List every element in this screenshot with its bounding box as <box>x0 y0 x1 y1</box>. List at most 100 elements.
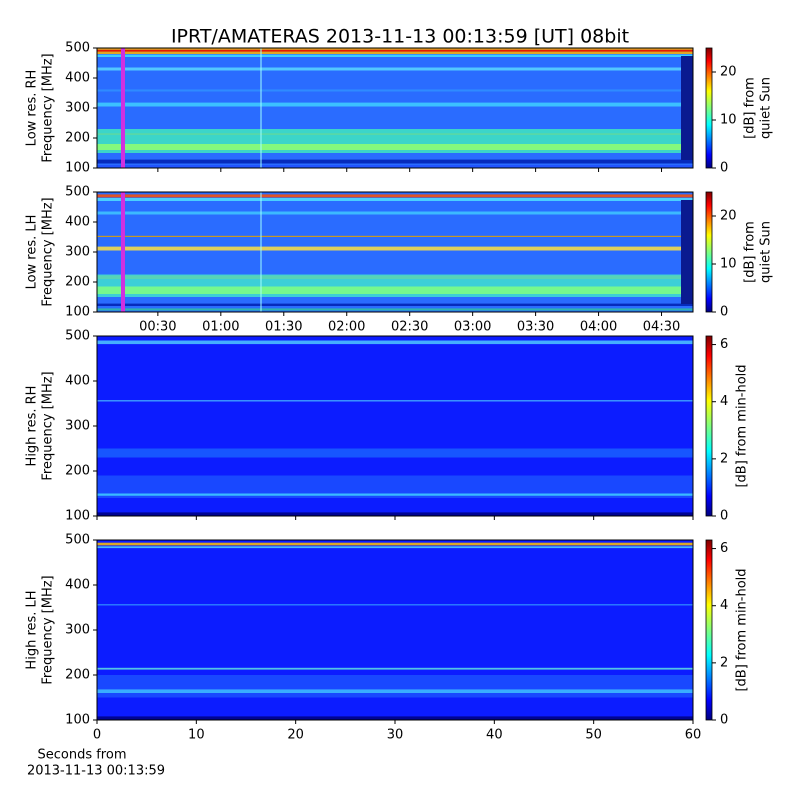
y-tick-label: 500 <box>65 185 90 200</box>
y-tick-label: 500 <box>65 41 90 56</box>
interference-column <box>121 192 125 312</box>
y-tick-label: 100 <box>65 161 90 176</box>
spectrogram-band <box>97 303 693 306</box>
spectrogram-band <box>97 198 693 201</box>
x-tick-label: 04:30 <box>643 320 680 335</box>
y-axis-label: Frequency [MHz] <box>41 575 56 684</box>
colorbar-tick-label: 10 <box>720 113 737 128</box>
y-tick-label: 400 <box>65 578 90 593</box>
spectrogram-band <box>97 493 693 496</box>
spectrogram-band <box>97 102 693 107</box>
x-tick-label: 10 <box>188 728 205 743</box>
colorbar <box>705 191 713 313</box>
y-axis-label: Low res. RH <box>25 70 40 147</box>
spectrogram-band <box>97 546 693 549</box>
interference-column <box>121 48 125 168</box>
colorbar-tick-label: 20 <box>720 65 737 80</box>
x-tick-label: 20 <box>287 728 304 743</box>
x-tick-label: 01:30 <box>265 320 302 335</box>
x-tick-label: 03:30 <box>517 320 554 335</box>
colorbar-label: [dB] from <box>743 221 758 283</box>
colorbar-label: [dB] from min-hold <box>735 364 750 487</box>
colorbar-label: [dB] from <box>743 77 758 139</box>
spectrogram-band <box>97 675 693 698</box>
colorbar-tick-label: 0 <box>720 305 728 320</box>
x-tick-label: 02:00 <box>328 320 365 335</box>
y-tick-label: 400 <box>65 215 90 230</box>
spectrogram-band <box>97 667 693 670</box>
colorbar-tick-label: 2 <box>720 451 728 466</box>
y-axis-label: High res. LH <box>25 590 40 669</box>
x-tick-label: 40 <box>486 728 503 743</box>
colorbar <box>705 335 713 517</box>
y-tick-label: 400 <box>65 374 90 389</box>
x-tick-label: 02:30 <box>391 320 428 335</box>
y-tick-label: 300 <box>65 245 90 260</box>
x-tick-label: 04:00 <box>580 320 617 335</box>
y-axis-label: Low res. LH <box>25 215 40 290</box>
spectrogram-band <box>97 67 693 71</box>
spectrogram-band <box>97 448 693 458</box>
spectrogram-band <box>97 604 693 606</box>
spectrogram-band <box>97 49 693 52</box>
figure-title: IPRT/AMATERAS 2013-11-13 00:13:59 [UT] 0… <box>171 26 629 48</box>
x-tick-label: 60 <box>685 728 702 743</box>
spectrogram-band <box>97 246 693 251</box>
spectrogram-band <box>97 165 693 168</box>
colorbar-label: quiet Sun <box>759 221 774 283</box>
colorbar-label: quiet Sun <box>759 77 774 139</box>
x-tick-label: 01:00 <box>202 320 239 335</box>
colorbar-tick-label: 6 <box>720 541 728 556</box>
x-tick-label: 00:30 <box>139 320 176 335</box>
spectrogram-band <box>97 308 693 311</box>
y-axis-label: Frequency [MHz] <box>41 197 56 306</box>
x-tick-label: 50 <box>585 728 602 743</box>
x-axis-label: 2013-11-13 00:13:59 <box>27 764 165 779</box>
spectrogram-band <box>97 475 693 498</box>
spectrogram-band <box>97 211 693 215</box>
colorbar-tick-label: 4 <box>720 598 728 613</box>
y-tick-label: 300 <box>65 623 90 638</box>
y-tick-label: 200 <box>65 131 90 146</box>
y-axis-label: High res. RH <box>25 386 40 467</box>
colorbar-tick-label: 10 <box>720 257 737 272</box>
colorbar-tick-label: 4 <box>720 394 728 409</box>
colorbar-tick-label: 20 <box>720 209 737 224</box>
y-tick-label: 500 <box>65 329 90 344</box>
y-tick-label: 400 <box>65 71 90 86</box>
y-tick-label: 300 <box>65 419 90 434</box>
spectrogram-edge <box>681 200 693 304</box>
spectrogram-band <box>97 54 693 57</box>
colorbar-tick-label: 6 <box>720 337 728 352</box>
colorbar-tick-label: 2 <box>720 655 728 670</box>
spectrogram-band <box>97 542 693 546</box>
spectrogram-band <box>97 689 693 693</box>
colorbar <box>705 47 713 169</box>
spectrogram-band <box>97 89 693 92</box>
colorbar-tick-label: 0 <box>720 161 728 176</box>
spectrogram-edge <box>681 56 693 160</box>
y-tick-label: 100 <box>65 509 90 524</box>
x-tick-label: 30 <box>387 728 404 743</box>
y-tick-label: 200 <box>65 275 90 290</box>
spectrogram-band <box>97 159 693 164</box>
y-tick-label: 300 <box>65 101 90 116</box>
colorbar-tick-label: 0 <box>720 509 728 524</box>
x-tick-label: 03:00 <box>454 320 491 335</box>
spectrogram-band <box>97 512 693 516</box>
y-tick-label: 500 <box>65 533 90 548</box>
x-tick-label: 0 <box>93 728 101 743</box>
y-tick-label: 200 <box>65 668 90 683</box>
spectrogram-band <box>97 716 693 720</box>
y-tick-label: 100 <box>65 713 90 728</box>
y-tick-label: 100 <box>65 305 90 320</box>
spectrogram-band <box>97 400 693 402</box>
spectrogram-band <box>97 340 693 345</box>
colorbar-label: [dB] from min-hold <box>735 568 750 691</box>
spectrogram-band <box>97 144 693 150</box>
y-axis-label: Frequency [MHz] <box>41 53 56 162</box>
x-axis-label: Seconds from <box>37 748 126 763</box>
colorbar <box>705 539 713 721</box>
y-axis-label: Frequency [MHz] <box>41 371 56 480</box>
